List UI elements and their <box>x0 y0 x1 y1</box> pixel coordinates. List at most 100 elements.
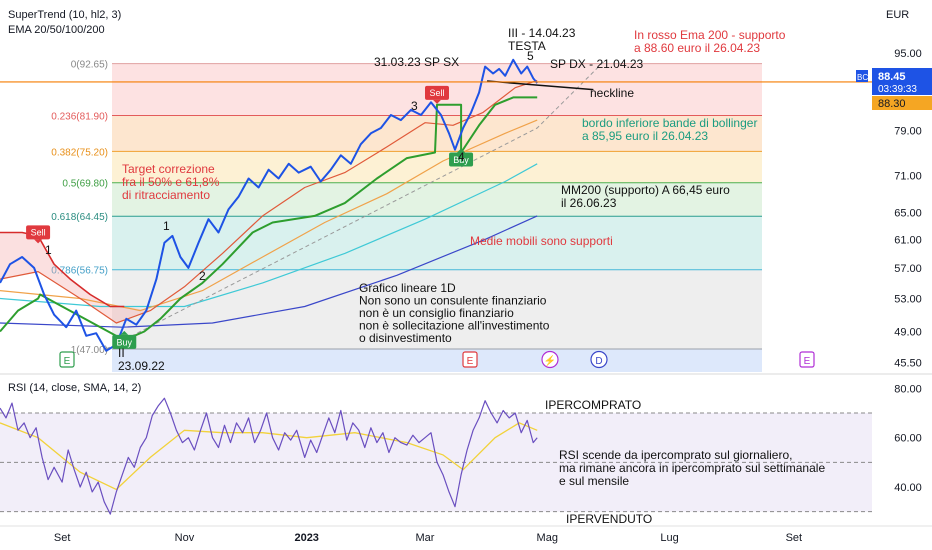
fib-band <box>112 182 762 217</box>
ema200-note: In rosso Ema 200 - supporto a 88.60 euro … <box>634 28 786 55</box>
disclaimer-note: Grafico lineare 1D Non sono un consulente… <box>359 281 550 345</box>
series-rsi <box>0 397 538 515</box>
target-note: Target correzione fra il 50% e 61,8% di ri… <box>122 162 220 202</box>
buy-signal[interactable]: Buy <box>449 148 474 167</box>
sell-signal[interactable]: Sell <box>26 225 51 244</box>
earnings-icon[interactable]: E <box>799 351 815 368</box>
signal-pointer <box>433 99 442 104</box>
buy-signal[interactable]: Buy <box>112 330 137 349</box>
ema-price: 88.30 <box>878 98 906 110</box>
fib-level-label: 0.786(56.75) <box>51 266 108 277</box>
event-label: D <box>595 356 602 367</box>
wave-5: 5 <box>527 49 534 63</box>
signal-pointer <box>34 239 43 244</box>
rsi-pane: IPERCOMPRATO RSI scende da ipercomprato s… <box>0 397 872 526</box>
fib-level-label: 0.382(75.20) <box>51 147 108 158</box>
series-supertrend_up <box>0 96 538 342</box>
price-tick: 49.00 <box>894 326 922 338</box>
ema-price-box <box>872 96 932 110</box>
price-tick: 79.00 <box>894 126 922 138</box>
rsi-tick: 40.00 <box>894 482 922 494</box>
time-tick: Mag <box>537 532 558 544</box>
testa-annotation: III - 14.04.23 TESTA <box>508 26 576 53</box>
event-label: E <box>64 356 71 367</box>
series-trendline <box>105 61 604 350</box>
supertrend-legend[interactable]: SuperTrend (10, hl2, 3) <box>8 9 121 21</box>
moving-averages-note: Medie mobili sono supporti <box>470 234 613 248</box>
rsi-tick: 60.00 <box>894 433 922 445</box>
event-label: ⚡ <box>544 354 556 367</box>
wave-3: 3 <box>411 99 418 113</box>
symbol-badge: BC <box>857 73 868 82</box>
event-box <box>462 351 478 368</box>
signal-markers: Sell Buy Sell Buy <box>26 85 474 349</box>
series-price <box>0 58 538 352</box>
fibonacci-bands <box>112 63 762 372</box>
dividend-icon[interactable]: D <box>590 350 608 369</box>
sell-signal[interactable]: Sell <box>425 85 450 104</box>
event-box <box>799 351 815 368</box>
price-tick: 57.00 <box>894 263 922 275</box>
time-tick: 2023 <box>294 532 318 544</box>
rsi-tick: 80.00 <box>894 383 922 395</box>
last-price-box <box>872 68 932 95</box>
earnings-icon[interactable]: E <box>462 351 478 368</box>
signal-box <box>449 152 474 167</box>
time-tick: Lug <box>660 532 678 544</box>
fib-band <box>112 349 762 372</box>
rsi-note: RSI scende da ipercomprato sul giornalie… <box>559 448 825 488</box>
fib-level-label: 0.5(69.80) <box>62 179 108 190</box>
fib-level-label: 0.618(64.45) <box>51 212 108 223</box>
event-box <box>59 351 75 368</box>
overbought-label: IPERCOMPRATO <box>545 398 641 412</box>
sp-sx-annotation: 31.03.23 SP SX <box>374 55 459 69</box>
time-tick: Nov <box>175 532 195 544</box>
signal-pointer <box>120 330 129 335</box>
signal-label: Buy <box>117 337 133 347</box>
fib-level-label: 1(47.00) <box>71 345 108 356</box>
bar-countdown: 03:39:33 <box>878 84 917 95</box>
price-series-group <box>0 58 604 352</box>
wave-1: 1 <box>163 219 170 233</box>
wave-4: 4 <box>458 150 465 164</box>
fib-band <box>112 269 762 350</box>
annotations: III - 14.04.23 TESTA 31.03.23 SP SX SP DX -… <box>45 26 815 373</box>
fibonacci-labels: 0(92.65) 0.236(81.90) 0.382(75.20) 0.5(69.8… <box>51 60 108 356</box>
event-label: E <box>467 356 474 367</box>
symbol-badge-bg <box>856 70 868 82</box>
signal-pointer <box>457 148 466 153</box>
time-tick: Mar <box>415 532 434 544</box>
fib-level-label: 0.236(81.90) <box>51 111 108 122</box>
price-tag: BC 88.45 03:39:33 88.30 <box>856 68 932 110</box>
time-tick: Set <box>54 532 71 544</box>
rsi-legend[interactable]: RSI (14, close, SMA, 14, 2) <box>8 382 141 394</box>
signal-box <box>425 85 450 100</box>
fib-band <box>112 216 762 270</box>
signal-label: Sell <box>429 88 444 98</box>
signal-box <box>26 225 51 240</box>
wave-2: 2 <box>199 269 206 283</box>
neckline-label: neckline <box>590 86 634 100</box>
time-axis[interactable]: Set Nov 2023 Mar Mag Lug Set <box>0 525 932 544</box>
ema-legend[interactable]: EMA 20/50/100/200 <box>8 24 105 36</box>
price-tick: 71.00 <box>894 171 922 183</box>
price-tick: 61.00 <box>894 234 922 246</box>
signal-label: Sell <box>31 227 46 237</box>
event-circle <box>590 350 608 369</box>
event-label: E <box>804 356 811 367</box>
wave-1-left: 1 <box>45 243 52 257</box>
series-supertrend_down <box>0 231 125 308</box>
price-tick: 65.00 <box>894 208 922 220</box>
last-price: 88.45 <box>878 71 906 83</box>
time-tick: Set <box>786 532 803 544</box>
signal-label: Buy <box>453 155 469 165</box>
earnings-icon[interactable]: E <box>59 351 75 368</box>
price-tick: 95.00 <box>894 48 922 60</box>
oversold-label: IPERVENDUTO <box>566 512 652 526</box>
split-icon[interactable]: ⚡ <box>541 350 559 369</box>
bollinger-note: bordo inferiore bande di bollinger a 85,9… <box>582 116 757 143</box>
sp-dx-annotation: SP DX - 21.04.23 <box>550 57 643 71</box>
fib-level-label: 0(92.65) <box>71 60 108 71</box>
supertrend-down-fill <box>0 232 151 323</box>
